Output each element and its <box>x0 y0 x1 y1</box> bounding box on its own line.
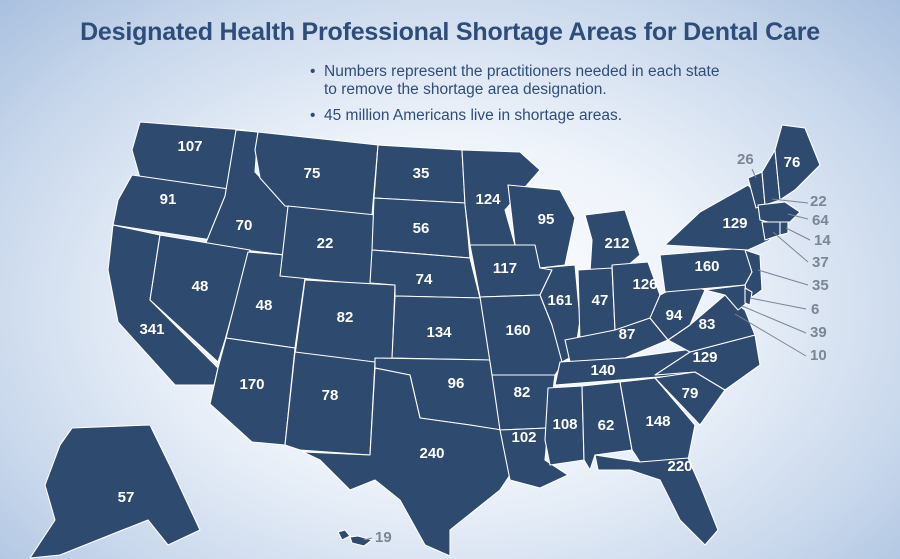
value-ga: 148 <box>645 413 670 430</box>
value-sd: 56 <box>413 220 430 237</box>
value-tn: 140 <box>590 362 615 379</box>
state-az[interactable] <box>209 337 296 446</box>
value-il: 161 <box>547 292 572 309</box>
value-nm: 78 <box>322 387 339 404</box>
bullet-dot: • <box>310 107 316 124</box>
value-ma: 64 <box>812 212 829 229</box>
value-wi: 95 <box>538 211 555 228</box>
value-nv: 48 <box>192 278 209 295</box>
value-wv: 94 <box>666 307 683 324</box>
value-ca: 341 <box>139 321 164 338</box>
state-or[interactable] <box>112 174 237 243</box>
value-dc: 10 <box>810 347 827 364</box>
note-bullet: • Numbers represent the practitioners ne… <box>310 63 720 99</box>
value-mt: 75 <box>304 165 321 182</box>
state-ma[interactable] <box>757 201 801 223</box>
state-tx[interactable] <box>302 367 511 557</box>
value-mi: 212 <box>604 235 629 252</box>
value-wy: 22 <box>317 235 334 252</box>
note-line: Numbers represent the practitioners need… <box>324 63 720 80</box>
state-ms[interactable] <box>544 385 585 466</box>
value-pa: 160 <box>694 258 719 275</box>
note-line: 45 million Americans live in shortage ar… <box>324 107 623 124</box>
value-oh: 126 <box>632 276 657 293</box>
value-co: 82 <box>337 309 354 326</box>
value-az: 170 <box>239 376 264 393</box>
value-ne: 74 <box>416 271 433 288</box>
value-nj: 35 <box>812 277 829 294</box>
state-fl[interactable] <box>594 454 719 546</box>
value-mo: 160 <box>505 322 530 339</box>
value-id: 70 <box>236 217 253 234</box>
state-ct[interactable] <box>761 221 781 241</box>
value-mn: 124 <box>475 191 501 208</box>
callout-leaders <box>363 168 811 541</box>
value-vt: 26 <box>737 151 754 168</box>
value-sc: 79 <box>682 385 699 402</box>
callout-values: 26 22 64 14 37 35 6 39 10 19 <box>375 151 831 546</box>
value-tx: 240 <box>419 445 444 462</box>
value-ct: 37 <box>812 254 829 271</box>
value-ar: 82 <box>514 384 531 401</box>
note-bullet: • 45 million Americans live in shortage … <box>310 107 623 125</box>
state-values: 107 91 341 70 48 48 170 75 22 82 78 35 5… <box>118 138 801 506</box>
value-de: 6 <box>811 301 819 318</box>
value-va: 83 <box>699 316 716 333</box>
value-ri: 14 <box>814 232 831 249</box>
value-nc: 129 <box>692 349 717 366</box>
state-de[interactable] <box>744 287 753 306</box>
value-la: 102 <box>511 429 536 446</box>
value-ia: 117 <box>493 260 517 277</box>
value-in: 47 <box>592 292 609 309</box>
page-title: Designated Health Professional Shortage … <box>80 18 820 46</box>
value-ut: 48 <box>256 297 273 314</box>
value-fl: 220 <box>667 458 692 475</box>
value-ny: 129 <box>722 215 747 232</box>
value-ks: 134 <box>426 324 452 341</box>
value-ky: 87 <box>619 326 636 343</box>
value-me: 76 <box>784 154 801 171</box>
note-line: to remove the shortage area designation. <box>324 81 607 98</box>
state-ri[interactable] <box>779 221 789 236</box>
state-nv[interactable] <box>149 234 251 363</box>
value-md: 39 <box>810 324 827 341</box>
value-nd: 35 <box>413 165 430 182</box>
value-al: 62 <box>598 417 615 434</box>
bullet-dot: • <box>310 63 316 80</box>
state-hi-2[interactable] <box>349 535 373 547</box>
state-ak[interactable] <box>29 424 201 559</box>
value-or: 91 <box>160 191 177 208</box>
value-ms: 108 <box>552 416 577 433</box>
value-ak: 57 <box>118 489 135 506</box>
value-hi: 19 <box>375 529 392 546</box>
state-hi[interactable] <box>337 529 351 541</box>
value-ok: 96 <box>448 375 465 392</box>
value-nh: 22 <box>810 193 827 210</box>
state-nm[interactable] <box>284 351 376 456</box>
state-mn[interactable] <box>461 149 541 246</box>
value-wa: 107 <box>177 138 202 155</box>
